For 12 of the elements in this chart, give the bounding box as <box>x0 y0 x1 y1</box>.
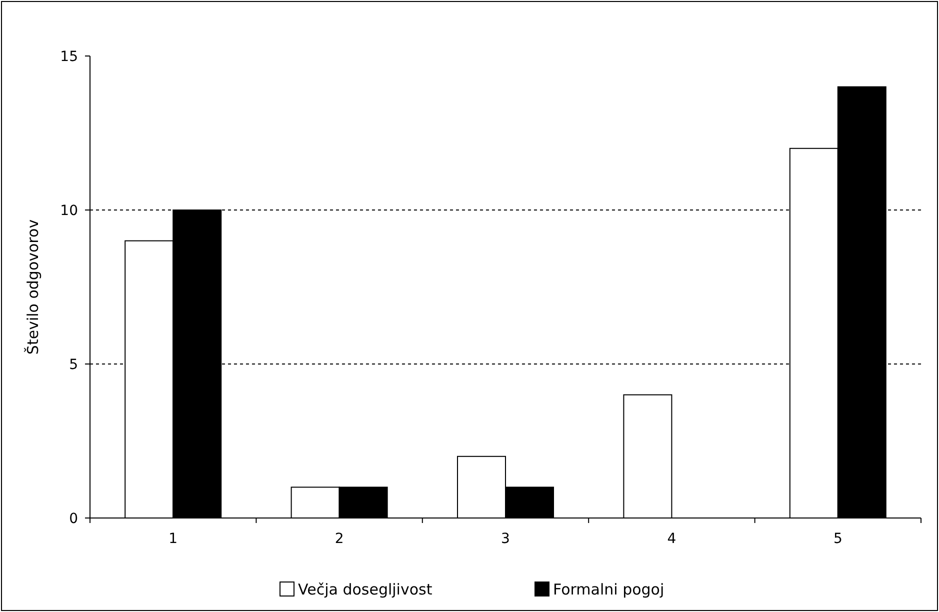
x-tick-label: 3 <box>501 531 510 547</box>
x-tick-label: 1 <box>168 531 178 547</box>
y-tick-label: 5 <box>69 356 78 373</box>
x-tick-label: 5 <box>833 531 842 547</box>
x-tick-label: 2 <box>334 531 344 547</box>
y-tick-label: 0 <box>69 510 78 527</box>
legend-label: Formalni pogoj <box>553 580 664 598</box>
y-axis-title: Število odgovorov <box>24 219 42 355</box>
x-tick-label: 4 <box>667 531 676 547</box>
legend-label: Večja dosegljivost <box>298 580 432 598</box>
y-tick-label: 15 <box>60 48 78 65</box>
y-tick-label: 10 <box>60 202 78 219</box>
